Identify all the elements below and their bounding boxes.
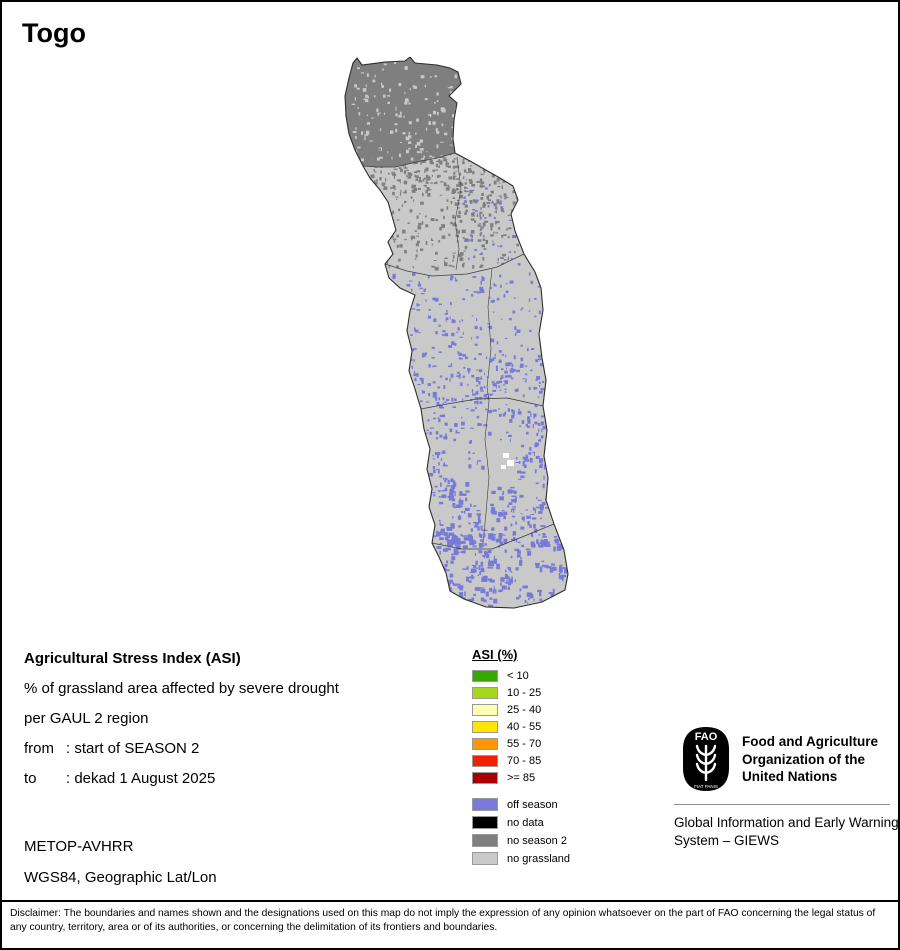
no-data-patch xyxy=(501,453,514,469)
togo-map xyxy=(337,57,577,619)
legend-swatch xyxy=(472,755,498,767)
org-divider xyxy=(674,804,890,805)
region-borders xyxy=(362,152,555,550)
drought-speckle-layer xyxy=(346,59,568,608)
fao-org-name: Food and Agriculture Organization of the… xyxy=(742,734,878,785)
to-value: : dekad 1 August 2025 xyxy=(66,770,216,787)
legend-class-list: < 10 10 - 25 25 - 40 40 - 55 55 - 70 70 - 85 >… xyxy=(472,670,570,784)
legend-extra-row: no season 2 xyxy=(472,834,570,847)
legend-label: no data xyxy=(507,816,544,829)
asi-subtitle-line1: % of grassland area affected by severe d… xyxy=(24,680,339,697)
from-label: from xyxy=(24,740,54,757)
legend-class-row: 55 - 70 xyxy=(472,738,570,750)
to-label: to xyxy=(24,770,37,787)
legend-swatch xyxy=(472,687,498,699)
legend-swatch xyxy=(472,721,498,733)
legend-swatch xyxy=(472,798,498,811)
legend-class-row: 40 - 55 xyxy=(472,721,570,733)
legend-swatch xyxy=(472,704,498,716)
legend-label: off season xyxy=(507,798,558,811)
sensor-name: METOP-AVHRR xyxy=(24,838,134,855)
legend-label: 25 - 40 xyxy=(507,704,542,716)
wheat-ear-icon xyxy=(695,744,717,782)
map-description-block: Agricultural Stress Index (ASI) % of gra… xyxy=(24,650,339,800)
legend-swatch xyxy=(472,670,498,682)
sensor-block: METOP-AVHRR WGS84, Geographic Lat/Lon xyxy=(24,838,217,900)
legend: ASI (%) < 10 10 - 25 25 - 40 40 - 55 55 - 70… xyxy=(472,647,570,870)
asi-heading: Agricultural Stress Index (ASI) xyxy=(24,650,241,667)
legend-label: 70 - 85 xyxy=(507,755,542,767)
legend-label: no grassland xyxy=(507,852,570,865)
to-row: to : dekad 1 August 2025 xyxy=(24,770,339,787)
legend-class-row: < 10 xyxy=(472,670,570,682)
legend-class-row: 70 - 85 xyxy=(472,755,570,767)
legend-class-row: 25 - 40 xyxy=(472,704,570,716)
page-title: Togo xyxy=(22,18,86,48)
disclaimer-text: Disclaimer: The boundaries and names sho… xyxy=(10,908,876,934)
legend-extra-row: no grassland xyxy=(472,852,570,865)
disclaimer-divider xyxy=(2,900,898,902)
legend-label: 40 - 55 xyxy=(507,721,542,733)
country-outline xyxy=(344,57,569,609)
legend-label: 55 - 70 xyxy=(507,738,542,750)
legend-label: >= 85 xyxy=(507,772,536,784)
from-row: from : start of SEASON 2 xyxy=(24,740,339,757)
togo-map-svg xyxy=(344,57,569,609)
legend-class-row: 10 - 25 xyxy=(472,687,570,699)
legend-extra-row: no data xyxy=(472,816,570,829)
projection-name: WGS84, Geographic Lat/Lon xyxy=(24,869,217,886)
legend-title: ASI (%) xyxy=(472,647,518,662)
fao-logo-text: FAO xyxy=(695,731,718,743)
asi-subtitle-line2: per GAUL 2 region xyxy=(24,710,149,727)
north-no-season2-region xyxy=(345,57,461,167)
legend-extra-row: off season xyxy=(472,798,570,811)
legend-label: < 10 xyxy=(507,670,529,682)
legend-extra-list: off season no data no season 2 no grassland xyxy=(472,798,570,865)
legend-swatch xyxy=(472,816,498,829)
legend-label: 10 - 25 xyxy=(507,687,542,699)
legend-swatch xyxy=(472,738,498,750)
legend-swatch xyxy=(472,834,498,847)
legend-swatch xyxy=(472,852,498,865)
fao-logo: FAO FIAT PANIS xyxy=(683,727,729,791)
legend-class-row: >= 85 xyxy=(472,772,570,784)
legend-swatch xyxy=(472,772,498,784)
giews-label: Global Information and Early Warning Sys… xyxy=(674,815,899,848)
legend-label: no season 2 xyxy=(507,834,567,847)
from-value: : start of SEASON 2 xyxy=(66,740,200,757)
fao-logo-motto: FIAT PANIS xyxy=(694,784,718,789)
